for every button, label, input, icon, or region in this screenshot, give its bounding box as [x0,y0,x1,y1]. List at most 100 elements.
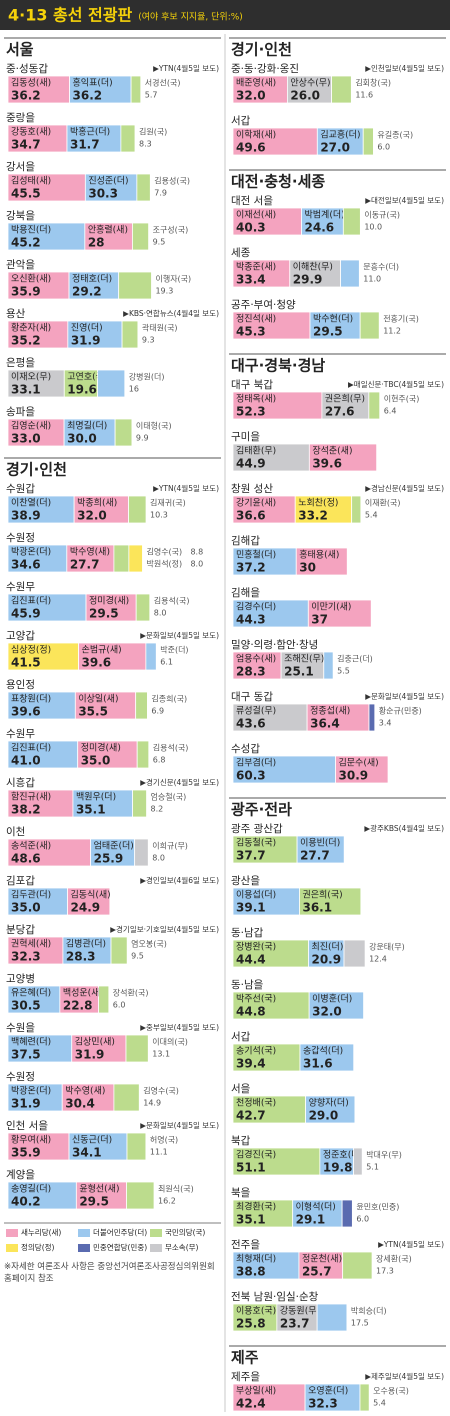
district-name: 수원을 [6,1022,35,1034]
bar-segment [299,1043,355,1072]
candidate-name: 송영길(더) [11,1184,51,1195]
candidate-name: 김병관(더) [66,938,106,950]
district-name: 동·남갑 [231,927,264,939]
bar-segment [368,703,376,732]
candidate-name: 문흥수(더) [363,262,399,272]
bar-segment [301,207,344,236]
bar-segment [362,127,374,156]
candidate-name: 윤민호(민중) [356,1202,399,1212]
candidate-name: 함진규(새) [11,792,51,803]
value-label: 35.0 [11,901,41,915]
candidate-name: 김동철(국) [236,837,276,849]
bar-segment [134,838,149,867]
section-title: 경기·인천 [231,41,292,59]
value-label: 44.8 [236,1005,266,1019]
value-label: 35.9 [11,285,41,299]
candidate-name: 김부겸(더) [236,757,276,769]
value-label: 25.7 [302,1265,332,1279]
legend-swatch [150,1244,162,1252]
bar-segment [306,703,370,732]
candidate-name: 안상수(무) [290,78,330,89]
bar-segment [307,599,372,628]
district-name: 강북을 [6,210,35,222]
footnote: ※자세한 여론조사 사항은 중앙선거여론조사공정심의위원회 홈페이지 참조 [4,1262,215,1284]
district-name: 세종 [231,247,251,259]
poll-source: ▶YTN(4월5일 보도) [153,483,219,493]
value-label: 33.1 [11,383,41,397]
chart-subtitle: (여야 후보 지지율, 단위:%) [138,11,243,23]
bar-segment [66,544,115,573]
value-label: 27.7 [300,849,330,863]
value-label: 29.9 [293,273,323,287]
candidate-name: 김진표(더) [11,595,51,607]
value-label: 27.0 [320,141,350,155]
candidate-name: 김태환(무) [236,445,276,457]
candidate-name: 최원식(국) [158,1184,194,1194]
candidate-name: 박대우(무) [366,1150,402,1160]
value-label: 8.8 [190,548,203,557]
value-label: 6.0 [377,143,390,152]
value-label: 30.9 [339,769,369,783]
bar-segment [232,75,288,104]
bar-segment [128,544,143,573]
candidate-name: 이용호(국) [236,1306,276,1317]
legend-label: 새누리당(새) [21,1227,61,1237]
candidate-name: 김영수(국) [146,547,182,557]
value-label: 28.3 [66,950,96,964]
candidate-name: 이해찬(무) [293,262,333,273]
poll-source: ▶매일신문·TBC(4월5일 보도) [348,379,444,389]
district-name: 서갑 [231,115,251,127]
bar-segment [341,1199,353,1228]
bar-segment [359,1383,370,1412]
candidate-name: 안홍렬(새) [88,224,128,236]
value-label: 8.3 [139,140,152,149]
value-label: 44.4 [236,953,266,967]
value-label: 38.8 [236,1265,266,1279]
candidate-name: 염오봉(국) [131,940,167,949]
candidate-name: 장석춘(새) [312,446,352,457]
candidate-name: 박수영(새) [70,547,110,558]
value-label: 19.3 [155,287,173,296]
bar-segment [232,127,318,156]
bar-segment [113,1083,140,1112]
value-label: 39.4 [236,1057,266,1071]
poll-source: ▶경인일보(4월6일 보도) [140,875,219,885]
bar-segment [7,173,86,202]
value-label: 7.9 [154,189,167,198]
district-name: 밀양·의령·함안·창녕 [231,639,318,651]
district-name: 서을 [231,1083,251,1095]
candidate-name: 황순규(민중) [379,706,422,716]
value-label: 16 [129,385,139,394]
candidate-name: 오영훈(더) [308,1385,348,1397]
candidate-name: 박범계(더) [305,209,345,221]
value-label: 60.3 [236,769,266,783]
candidate-name: 이재환(국) [365,498,401,508]
value-label: 12.4 [369,955,387,964]
bar-segment [294,495,353,524]
section-title: 경기·인천 [6,461,67,479]
bar-segment [126,1181,155,1210]
candidate-name: 엄태준(더) [94,840,134,852]
poll-source: ▶중부일보(4월5일 보도) [140,1022,219,1032]
bar-segment [331,75,352,104]
candidate-name: 이병훈(더) [312,993,352,1005]
value-label: 30 [299,561,316,575]
value-label: 30.4 [65,1097,95,1111]
value-label: 14.9 [143,1099,161,1108]
header-bg [0,0,450,30]
candidate-name: 정종섭(새) [310,706,350,717]
candidate-name: 양향자(더) [309,1097,349,1109]
value-label: 36.2 [11,89,41,103]
candidate-name: 최형재(더) [236,1254,276,1265]
value-label: 8.2 [151,805,164,814]
district-name: 서갑 [231,1031,251,1043]
candidate-name: 최명길(더) [67,421,107,432]
value-label: 16.2 [158,1197,176,1206]
bar-segment [71,1034,127,1063]
value-label: 32.0 [312,1005,342,1019]
bar-segment [351,495,362,524]
poll-source: ▶경기신문(4월5일 보도) [140,777,219,787]
district-name: 분당갑 [6,924,35,936]
legend-swatch [6,1244,18,1252]
candidate-name: 최진(더) [311,942,343,953]
